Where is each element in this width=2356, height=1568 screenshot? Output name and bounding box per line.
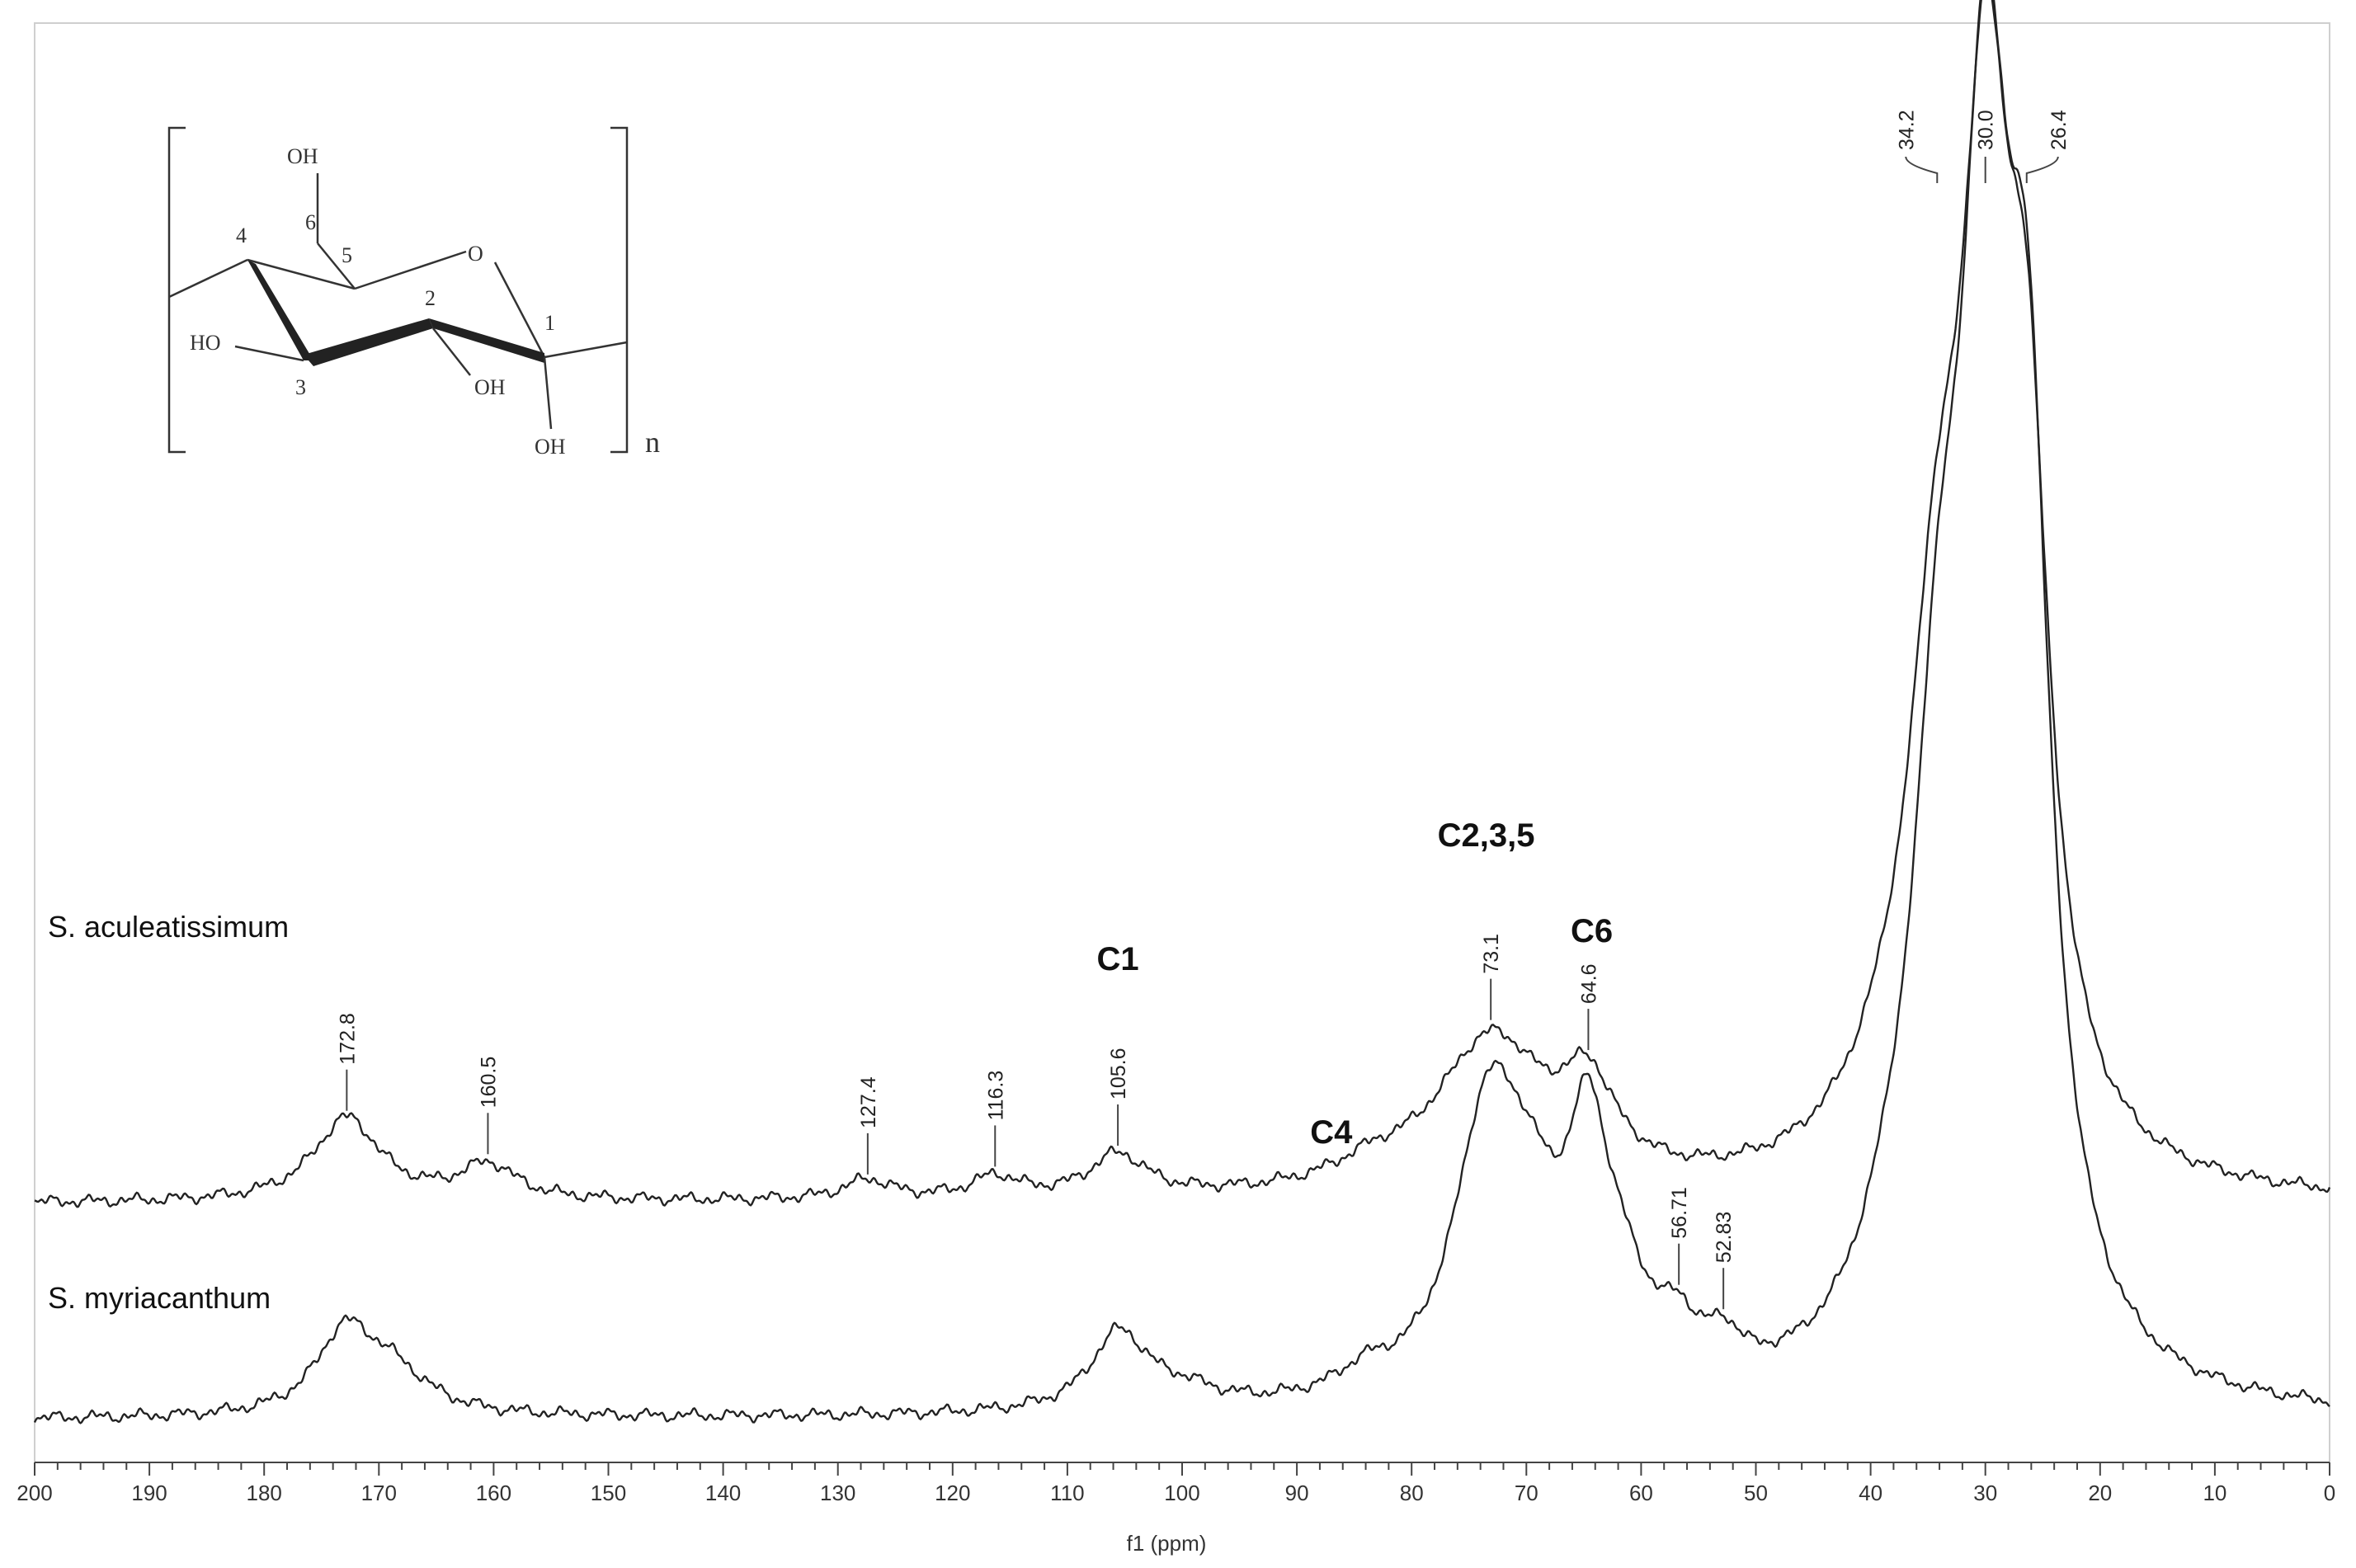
left-bracket — [167, 126, 186, 454]
bond-c4-c5 — [247, 258, 356, 290]
x-axis: 200 190 180 170 160 150 140 130 120 110 100 90 80 70 6… — [16, 1462, 2335, 1505]
wedge-c2-c1 — [429, 318, 544, 363]
peak-label-127.4: 127.4 — [857, 1076, 880, 1128]
peak-label-52.83: 52.83 — [1713, 1212, 1736, 1264]
structure-label-oh-6: OH — [287, 144, 318, 168]
top-peak-label-26.4: 26.4 — [2047, 110, 2071, 150]
series-label-s-aculeatissimum: S. aculeatissimum — [48, 910, 289, 944]
x-axis-title: f1 (ppm) — [1127, 1531, 1207, 1556]
x-tick-label-80: 80 — [1400, 1481, 1424, 1505]
top-peak-label-30.0: 30.0 — [1975, 110, 1998, 150]
structure-label-4: 4 — [236, 224, 247, 247]
x-tick-label-170: 170 — [361, 1481, 397, 1505]
structure-label-3: 3 — [295, 375, 306, 399]
bond-left-link — [168, 258, 248, 299]
structure-label-5: 5 — [342, 243, 352, 267]
structure-label-oh-2: OH — [474, 375, 506, 399]
peak-label-116.3: 116.3 — [984, 1071, 1007, 1121]
assignment-label-c235: C2,3,5 — [1438, 817, 1535, 854]
assignment-label-c6: C6 — [1571, 913, 1613, 949]
peak-label-64.6: 64.6 — [1577, 963, 1600, 1004]
peak-label-160.5: 160.5 — [477, 1057, 500, 1109]
x-tick-label-120: 120 — [935, 1481, 970, 1505]
series-label-s-myriacanthum: S. myriacanthum — [48, 1281, 271, 1315]
peak-label-73.1: 73.1 — [1480, 934, 1503, 974]
x-tick-label-150: 150 — [591, 1481, 626, 1505]
assignment-label-c1: C1 — [1097, 941, 1139, 977]
top-peak-label-34.2: 34.2 — [1895, 110, 1918, 150]
x-tick-label-100: 100 — [1164, 1481, 1199, 1505]
x-tick-label-70: 70 — [1515, 1481, 1538, 1505]
peak-label-105.6: 105.6 — [1107, 1048, 1130, 1099]
bond-c3-oh — [234, 345, 304, 362]
x-tick-label-90: 90 — [1285, 1481, 1309, 1505]
peak-label-172.8: 172.8 — [336, 1013, 359, 1065]
x-tick-label-60: 60 — [1629, 1481, 1653, 1505]
x-tick-label-20: 20 — [2088, 1481, 2112, 1505]
bond-c5-o — [354, 250, 467, 290]
bond-c2-oh — [432, 327, 471, 376]
x-tick-label-0: 0 — [2324, 1481, 2335, 1505]
x-tick-label-130: 130 — [820, 1481, 855, 1505]
x-tick-label-40: 40 — [1859, 1481, 1882, 1505]
wedge-c4-c3 — [247, 260, 313, 360]
top-peak-tick-26.4 — [2025, 156, 2059, 183]
x-tick-label-10: 10 — [2203, 1481, 2226, 1505]
structure-label-2: 2 — [425, 286, 436, 310]
structure-label-6: 6 — [305, 210, 316, 234]
x-tick-label-140: 140 — [705, 1481, 741, 1505]
assignment-label-c4: C4 — [1310, 1114, 1353, 1151]
wedge-c3-c2 — [304, 318, 433, 366]
x-tick-label-160: 160 — [476, 1481, 511, 1505]
plot-frame — [34, 22, 2330, 1463]
top-peak-tick-34.2 — [1905, 156, 1939, 183]
bond-o-c1 — [493, 261, 546, 358]
x-tick-label-180: 180 — [247, 1481, 282, 1505]
cellulose-structure: OH 6 5 4 O 2 1 HO 3 OH OH n — [167, 126, 660, 459]
x-tick-label-200: 200 — [16, 1481, 52, 1505]
series-line-1 — [34, 0, 2331, 1208]
x-tick-label-30: 30 — [1973, 1481, 1997, 1505]
x-tick-label-190: 190 — [131, 1481, 167, 1505]
bond-c1-oh — [543, 356, 553, 430]
structure-label-n: n — [645, 426, 660, 459]
series-line-2 — [33, 0, 2330, 1424]
bond-c1-right-link — [544, 341, 628, 359]
structure-label-oh-1: OH — [535, 435, 566, 459]
structure-label-ho-3: HO — [190, 331, 221, 355]
peak-label-56.71: 56.71 — [1668, 1187, 1691, 1239]
x-tick-label-110: 110 — [1050, 1481, 1084, 1505]
x-tick-label-50: 50 — [1744, 1481, 1768, 1505]
assignment-label-layer: C1 C4 C2,3,5 C6 — [1097, 817, 1614, 1151]
bond-c5-c6 — [317, 242, 356, 290]
structure-label-1: 1 — [544, 311, 555, 335]
right-bracket — [610, 126, 629, 454]
series-layer — [33, 0, 2331, 1424]
structure-label-ring-o: O — [468, 242, 483, 266]
